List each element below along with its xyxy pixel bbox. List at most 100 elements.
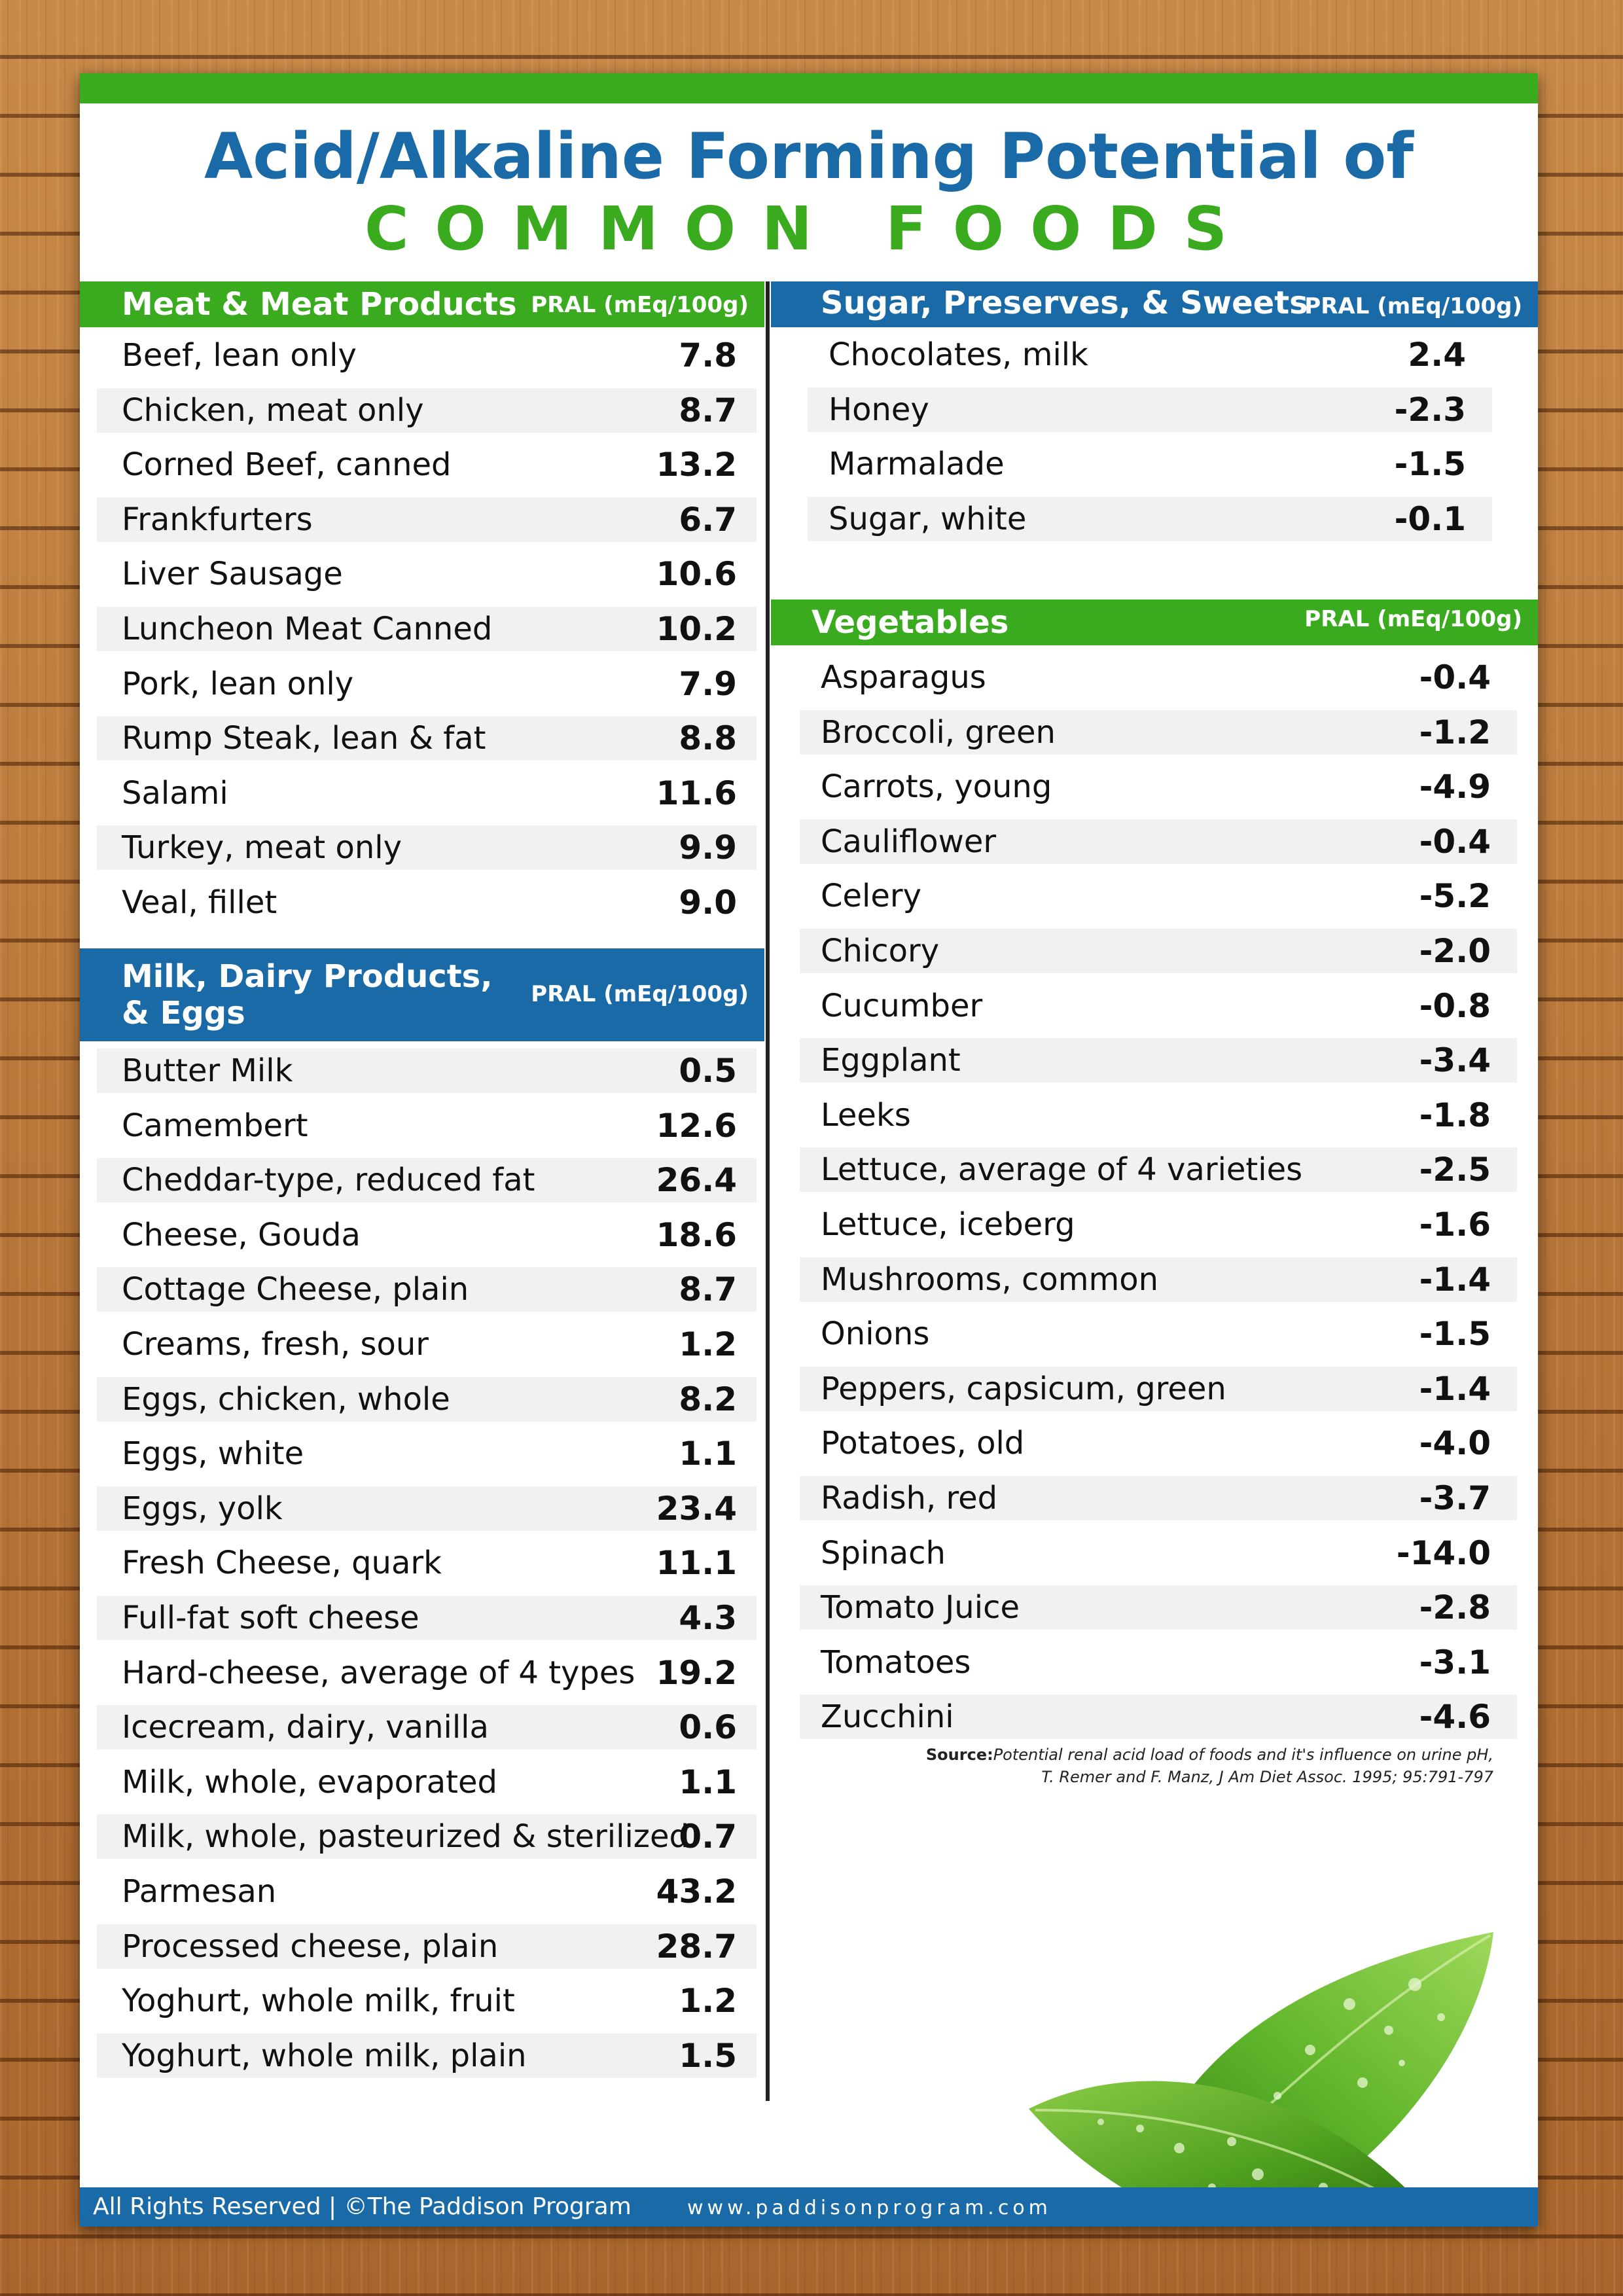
vegetables-pral-value: -14.0	[1396, 1534, 1491, 1572]
vegetables-food-name: Radish, red	[821, 1480, 998, 1516]
vegetables-row: Zucchini -4.6	[800, 1695, 1517, 1740]
meat-section-unit: PRAL (mEq/100g)	[531, 292, 749, 318]
footer-bar: All Rights Reserved | ©The Paddison Prog…	[80, 2187, 1538, 2227]
vegetables-food-name: Broccoli, green	[821, 713, 1056, 751]
source-line1: Potential renal acid load of foods and i…	[993, 1746, 1493, 1764]
vegetables-pral-value: -4.6	[1419, 1698, 1491, 1736]
vegetables-pral-value: -2.8	[1419, 1588, 1491, 1627]
dairy-pral-value: 1.2	[679, 1982, 737, 2020]
meat-food-name: Frankfurters	[122, 501, 313, 538]
vegetables-pral-value: -1.4	[1419, 1260, 1491, 1299]
vegetables-food-name: Peppers, capsicum, green	[821, 1370, 1226, 1407]
dairy-food-name: Eggs, yolk	[122, 1490, 283, 1527]
vegetables-pral-value: -0.4	[1419, 822, 1491, 861]
meat-row: Luncheon Meat Canned 10.2	[97, 607, 757, 651]
vegetables-pral-value: -1.5	[1419, 1315, 1491, 1354]
dairy-food-name: Camembert	[122, 1107, 308, 1144]
sugar-food-name: Honey	[829, 391, 929, 428]
dairy-pral-value: 1.1	[679, 1435, 737, 1473]
sugar-section-unit: PRAL (mEq/100g)	[1304, 293, 1522, 319]
meat-food-name: Veal, fillet	[122, 884, 277, 921]
green-leaves-illustration	[1029, 1932, 1493, 2227]
dairy-row: Cottage Cheese, plain 8.7	[97, 1267, 757, 1312]
dairy-row: Full-fat soft cheese 4.3	[97, 1596, 757, 1640]
meat-pral-value: 10.6	[656, 555, 737, 594]
vegetables-food-name: Cucumber	[821, 987, 983, 1024]
dairy-pral-value: 18.6	[656, 1215, 737, 1254]
dairy-food-name: Yoghurt, whole milk, plain	[122, 2037, 527, 2074]
vegetables-pral-value: -4.0	[1419, 1424, 1491, 1463]
vegetables-pral-value: -4.9	[1419, 768, 1491, 806]
dairy-section-unit: PRAL (mEq/100g)	[531, 981, 749, 1007]
vegetables-section-unit: PRAL (mEq/100g)	[1304, 606, 1522, 632]
dairy-row: Icecream, dairy, vanilla 0.6	[97, 1705, 757, 1750]
dairy-section-header: Milk, Dairy Products, & Eggs PRAL (mEq/1…	[80, 948, 764, 1041]
dairy-food-name: Cottage Cheese, plain	[122, 1271, 469, 1308]
dairy-row: Yoghurt, whole milk, plain 1.5	[97, 2033, 757, 2078]
dairy-pral-value: 12.6	[656, 1106, 737, 1145]
dairy-row: Processed cheese, plain 28.7	[97, 1924, 757, 1969]
dairy-row: Milk, whole, evaporated 1.1	[97, 1760, 757, 1804]
meat-food-name: Liver Sausage	[122, 556, 343, 593]
vegetables-food-name: Chicory	[821, 933, 940, 969]
source-line2: T. Remer and F. Manz, J Am Diet Assoc. 1…	[1041, 1768, 1493, 1786]
source-citation: Source:Potential renal acid load of food…	[800, 1744, 1493, 1788]
meat-section-header: Meat & Meat Products PRAL (mEq/100g)	[80, 281, 764, 327]
dairy-row: Hard-cheese, average of 4 types 19.2	[97, 1651, 757, 1695]
dairy-food-name: Creams, fresh, sour	[122, 1326, 429, 1363]
vegetables-section-header: Vegetables PRAL (mEq/100g)	[771, 600, 1538, 645]
meat-row: Rump Steak, lean & fat 8.8	[97, 716, 757, 761]
vegetables-row: Leeks -1.8	[800, 1093, 1517, 1138]
dairy-row: Cheese, Gouda 18.6	[97, 1213, 757, 1257]
vegetables-row: Tomatoes -3.1	[800, 1640, 1517, 1685]
vegetables-pral-value: -1.2	[1419, 713, 1491, 751]
vegetables-row: Celery -5.2	[800, 874, 1517, 918]
meat-row: Liver Sausage 10.6	[97, 552, 757, 596]
vegetables-row: Tomato Juice -2.8	[800, 1585, 1517, 1630]
dairy-pral-value: 26.4	[656, 1161, 737, 1200]
meat-food-name: Pork, lean only	[122, 665, 354, 702]
vegetables-row: Onions -1.5	[800, 1312, 1517, 1356]
vegetables-section-title: Vegetables	[812, 604, 1009, 641]
vegetables-pral-value: -2.5	[1419, 1151, 1491, 1189]
dairy-food-name: Eggs, white	[122, 1435, 304, 1473]
column-divider	[766, 281, 770, 2101]
meat-pral-value: 13.2	[656, 446, 737, 484]
sugar-row: Chocolates, milk 2.4	[808, 332, 1492, 377]
meat-pral-value: 7.8	[679, 336, 737, 374]
vegetables-food-name: Celery	[821, 878, 922, 915]
dairy-food-name: Full-fat soft cheese	[122, 1600, 419, 1636]
vegetables-food-name: Carrots, young	[821, 768, 1052, 806]
dairy-pral-value: 1.5	[679, 2036, 737, 2075]
dairy-pral-value: 1.1	[679, 1763, 737, 1801]
dairy-pral-value: 23.4	[656, 1489, 737, 1528]
meat-row: Pork, lean only 7.9	[97, 662, 757, 706]
vegetables-food-name: Mushrooms, common	[821, 1261, 1159, 1298]
meat-food-name: Salami	[122, 774, 228, 812]
sugar-food-name: Sugar, white	[829, 500, 1027, 537]
meat-row: Corned Beef, canned 13.2	[97, 442, 757, 487]
sugar-pral-value: 2.4	[1408, 336, 1466, 374]
vegetables-food-name: Spinach	[821, 1534, 946, 1571]
meat-pral-value: 11.6	[656, 774, 737, 812]
sugar-food-name: Chocolates, milk	[829, 336, 1088, 373]
sugar-row: Sugar, white -0.1	[808, 496, 1492, 541]
meat-row: Frankfurters 6.7	[97, 497, 757, 542]
dairy-section-title-line1: Milk, Dairy Products,	[122, 958, 493, 995]
dairy-food-name: Eggs, chicken, whole	[122, 1380, 450, 1418]
sugar-row: Honey -2.3	[808, 387, 1492, 432]
footer-website[interactable]: www.paddisonprogram.com	[687, 2197, 1052, 2219]
meat-food-name: Chicken, meat only	[122, 391, 424, 429]
vegetables-pral-value: -0.4	[1419, 658, 1491, 696]
meat-pral-value: 9.9	[679, 829, 737, 867]
sugar-pral-value: -2.3	[1394, 390, 1466, 429]
page-subtitle: COMMON FOODS	[365, 194, 1253, 264]
vegetables-food-name: Cauliflower	[821, 823, 997, 860]
vegetables-row: Potatoes, old -4.0	[800, 1421, 1517, 1465]
vegetables-row: Chicory -2.0	[800, 929, 1517, 973]
meat-row: Turkey, meat only 9.9	[97, 825, 757, 870]
dairy-row: Parmesan 43.2	[97, 1869, 757, 1914]
dairy-pral-value: 28.7	[656, 1927, 737, 1965]
dairy-food-name: Icecream, dairy, vanilla	[122, 1709, 489, 1746]
meat-pral-value: 9.0	[679, 884, 737, 922]
